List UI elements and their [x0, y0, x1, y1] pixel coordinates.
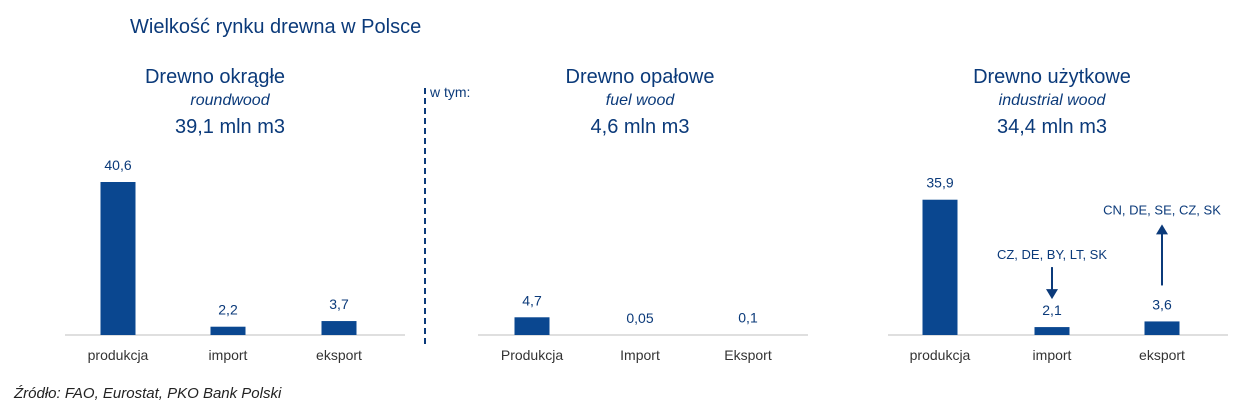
chart-3-category-label-2: eksport: [1139, 347, 1185, 363]
chart-1-total: 39,1 mln m3: [174, 116, 286, 138]
chart-2-value-label-0: 4,7: [522, 292, 542, 308]
chart-1-bar-2: [321, 321, 357, 335]
chart-2-total: 4,6 mln m3: [590, 116, 690, 138]
chart-3-subtitle: industrial wood: [998, 92, 1106, 109]
chart-2-category-label-0: Produkcja: [501, 347, 563, 363]
chart-3-category-label-0: produkcja: [910, 347, 971, 363]
chart-2-value-label-2: 0,1: [738, 310, 758, 326]
section-divider: [424, 88, 426, 344]
chart-1-value-label-1: 2,2: [218, 302, 238, 318]
import-arrow-head-icon: [1046, 289, 1058, 300]
chart-2-subtitle: fuel wood: [605, 92, 675, 109]
export-countries-label: CN, DE, SE, CZ, SK: [1103, 202, 1221, 217]
source-note: Źródło: FAO, Eurostat, PKO Bank Polski: [14, 385, 282, 402]
chart-1-title: Drewno okrągłe: [144, 66, 286, 88]
chart-1-category-label-1: import: [209, 347, 248, 363]
page-title: Wielkość rynku drewna w Polsce: [130, 16, 422, 38]
chart-2-value-label-1: 0,05: [626, 310, 653, 326]
chart-3-title: Drewno użytkowe: [973, 66, 1131, 88]
chart-1-value-label-2: 3,7: [329, 296, 349, 312]
chart-3-total: 34,4 mln m3: [996, 116, 1108, 138]
chart-1-bar-1: [210, 326, 246, 335]
export-arrow-head-icon: [1156, 224, 1168, 235]
in-which-label: w tym:: [430, 84, 471, 100]
chart-3-bar-0: [922, 199, 958, 335]
chart-3-category-label-1: import: [1033, 347, 1072, 363]
chart-3-value-label-1: 2,1: [1042, 302, 1062, 318]
chart-2-category-label-1: Import: [620, 347, 660, 363]
chart-1-category-label-0: produkcja: [88, 347, 149, 363]
chart-3-bar-1: [1034, 327, 1070, 335]
chart-2-category-label-2: Eksport: [724, 347, 772, 363]
chart-1-bar-0: [100, 182, 136, 335]
import-countries-label: CZ, DE, BY, LT, SK: [997, 247, 1107, 262]
chart-1-subtitle: roundwood: [190, 92, 270, 109]
chart-2-bar-0: [514, 317, 550, 335]
chart-3-value-label-0: 35,9: [926, 175, 953, 191]
chart-3-bar-2: [1144, 321, 1180, 335]
chart-1-value-label-0: 40,6: [104, 157, 131, 173]
chart-2-title: Drewno opałowe: [565, 66, 715, 88]
chart-1-category-label-2: eksport: [316, 347, 362, 363]
chart-3-value-label-2: 3,6: [1152, 296, 1172, 312]
